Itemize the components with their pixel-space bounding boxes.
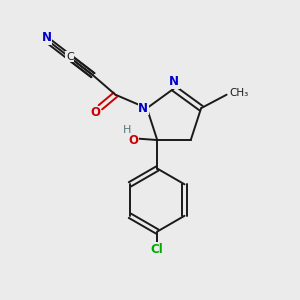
- Text: N: N: [138, 102, 148, 115]
- Text: H: H: [123, 125, 131, 135]
- Text: N: N: [169, 75, 179, 88]
- Text: O: O: [128, 134, 138, 147]
- Text: O: O: [90, 106, 100, 119]
- Text: CH₃: CH₃: [230, 88, 249, 98]
- Text: C: C: [66, 52, 74, 61]
- Text: N: N: [41, 31, 51, 44]
- Text: Cl: Cl: [151, 243, 164, 256]
